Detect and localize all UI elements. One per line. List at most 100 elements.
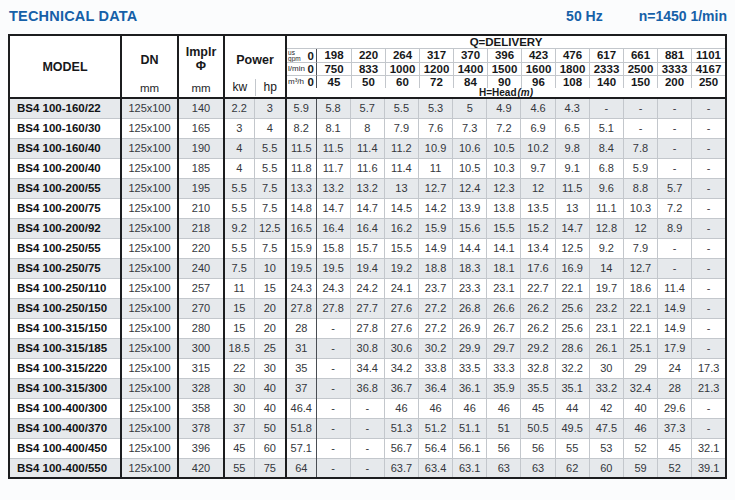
head-value-cell: 16.4 (350, 218, 384, 238)
hp-cell: 5.5 (254, 158, 286, 178)
head-value-cell: 18.1 (487, 258, 521, 278)
kw-cell: 9.2 (224, 218, 254, 238)
head-value-cell: 45 (658, 438, 692, 458)
head-value-cell: 24.3 (286, 278, 316, 298)
dn-unit-label: mm (122, 82, 177, 94)
hp-unit-label: hp (255, 79, 286, 96)
head-value-cell: - (316, 398, 350, 418)
head-value-cell: 8.9 (658, 218, 692, 238)
m3h-value-cell: 200 (657, 75, 691, 88)
head-value-cell: - (692, 298, 726, 318)
head-value-cell: 16.5 (286, 218, 316, 238)
dn-cell: 125x100 (121, 378, 178, 398)
hp-cell: 20 (254, 318, 286, 338)
phi-symbol: Φ (179, 59, 223, 73)
head-value-cell: 63.4 (418, 458, 452, 478)
kw-cell: 7.5 (224, 258, 254, 278)
head-value-cell: 18.8 (418, 258, 452, 278)
hp-cell: 3 (254, 98, 286, 118)
head-value-cell: 9.8 (555, 138, 589, 158)
head-value-cell: 11.5 (555, 178, 589, 198)
hp-cell: 10 (254, 258, 286, 278)
hp-cell: 15 (254, 278, 286, 298)
table-row: BS4 100-160/40125x10019045.511.511.511.4… (9, 138, 726, 158)
head-value-cell: 15.9 (418, 218, 452, 238)
head-value-cell: 26.9 (453, 318, 487, 338)
head-value-cell: 51.3 (384, 418, 418, 438)
head-value-cell: 22.7 (521, 278, 555, 298)
head-value-cell: 37 (286, 378, 316, 398)
head-value-cell: 57.1 (286, 438, 316, 458)
dn-cell: 125x100 (121, 278, 178, 298)
head-value-cell: 6.8 (589, 158, 623, 178)
head-value-cell: - (692, 178, 726, 198)
table-row: BS4 100-315/300125x100328304037-36.836.7… (9, 378, 726, 398)
impeller-label: Implr Φ (179, 45, 223, 73)
head-value-cell: 13.5 (521, 198, 555, 218)
head-value-cell: - (692, 138, 726, 158)
head-value-cell: - (623, 98, 657, 118)
head-value-cell: 60 (589, 458, 623, 478)
head-value-cell: 33.2 (589, 378, 623, 398)
table-row: BS4 100-200/75125x1002105.57.514.814.714… (9, 198, 726, 218)
head-value-cell: - (692, 98, 726, 118)
head-value-cell: 19.7 (589, 278, 623, 298)
head-value-cell: 28 (658, 378, 692, 398)
gpm-value-cell: 198 (317, 49, 351, 62)
hp-cell: 4 (254, 118, 286, 138)
impeller-unit-label: mm (179, 82, 223, 94)
head-value-cell: 27.2 (418, 318, 452, 338)
head-value-cell: 6.5 (555, 118, 589, 138)
lmin-value-cell: 4167 (691, 62, 725, 75)
dn-cell: 125x100 (121, 258, 178, 278)
dn-cell: 125x100 (121, 218, 178, 238)
head-value-cell: 7.9 (384, 118, 418, 138)
m3h-unit-label: m³/h (288, 76, 304, 88)
gpm-value-cell: 617 (589, 49, 623, 62)
head-value-cell: 10.9 (418, 138, 452, 158)
head-value-cell: 14.9 (418, 238, 452, 258)
head-value-cell: 56 (487, 438, 521, 458)
gpm-value-cell: 661 (623, 49, 657, 62)
head-value-cell: 19.4 (350, 258, 384, 278)
m3h-value-cell: 45 (317, 75, 351, 88)
head-value-cell: 9.7 (521, 158, 555, 178)
model-cell: BS4 100-250/75 (9, 258, 121, 278)
head-value-cell: 46 (487, 398, 521, 418)
hp-cell: 7.5 (254, 238, 286, 258)
dn-cell: 125x100 (121, 238, 178, 258)
dn-cell: 125x100 (121, 338, 178, 358)
head-value-cell: 34.4 (350, 358, 384, 378)
head-value-cell: - (658, 118, 692, 138)
head-value-cell: 22.1 (555, 278, 589, 298)
head-value-cell: - (692, 418, 726, 438)
head-value-cell: 23.1 (589, 318, 623, 338)
table-row: BS4 100-400/300125x100358304046.4--46464… (9, 398, 726, 418)
model-cell: BS4 100-315/150 (9, 318, 121, 338)
head-value-cell: 14.2 (418, 198, 452, 218)
head-value-cell: 52 (623, 438, 657, 458)
head-value-cell: - (623, 118, 657, 138)
head-value-cell: 26.1 (589, 338, 623, 358)
kw-cell: 5.5 (224, 198, 254, 218)
head-value-cell: 46 (623, 418, 657, 438)
impeller-cell: 378 (178, 418, 224, 438)
kw-cell: 4 (224, 138, 254, 158)
hp-cell: 7.5 (254, 178, 286, 198)
table-row: BS4 100-200/92125x1002189.212.516.516.41… (9, 218, 726, 238)
head-value-cell: 8.2 (286, 118, 316, 138)
head-value-cell: 10.5 (453, 158, 487, 178)
gpm-value-cell: 423 (521, 49, 555, 62)
head-value-cell: 17.9 (658, 338, 692, 358)
head-value-cell: - (316, 378, 350, 398)
table-row: BS4 100-400/550125x100420557564--63.763.… (9, 458, 726, 478)
head-value-cell: 16.2 (384, 218, 418, 238)
impeller-cell: 396 (178, 438, 224, 458)
head-value-cell: 15.5 (487, 218, 521, 238)
head-value-cell: 7.6 (418, 118, 452, 138)
head-value-cell: 7.9 (623, 238, 657, 258)
head-value-cell: 13 (555, 198, 589, 218)
impeller-cell: 328 (178, 378, 224, 398)
head-value-cell: 55 (555, 438, 589, 458)
gpm-value-cell: 220 (351, 49, 385, 62)
